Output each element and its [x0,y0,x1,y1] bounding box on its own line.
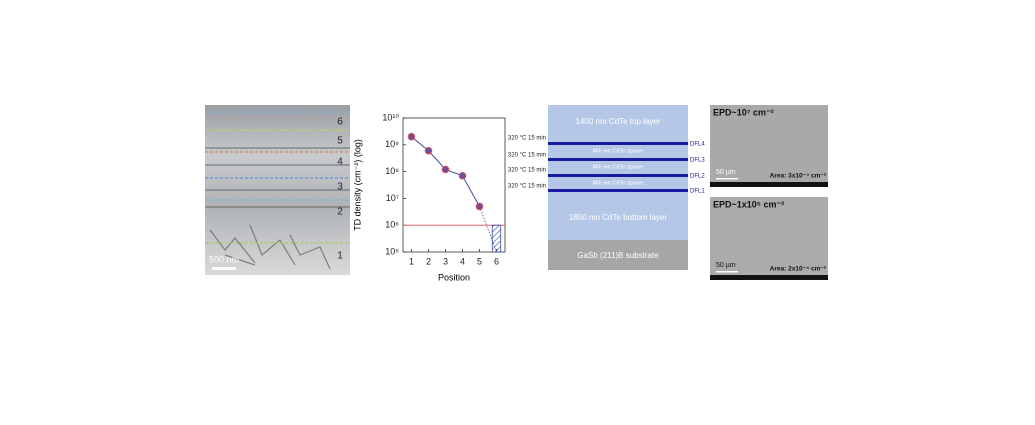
sem-info-bar [710,182,828,187]
substrate-layer [548,240,688,270]
position-label: 4 [337,157,343,168]
tem-features [205,147,350,270]
layer-label: 1400 nm CdTe top layer [576,117,661,126]
y-tick-label: 10⁸ [385,166,399,176]
sem-info-bar [710,275,828,280]
x-axis-label: Position [438,272,470,282]
anneal-label: 320 °C 15 min [508,184,546,190]
x-tick-label: 5 [477,256,482,266]
scale-bar-label: 500 nm [209,254,239,264]
y-tick-label: 10¹⁰ [382,112,399,122]
y-tick-label: 10⁶ [385,220,399,230]
layer-label: 1850 nm CdTe bottom layer [569,213,668,222]
dfl-label: DFL4 [690,142,705,148]
x-tick-label: 2 [426,256,431,266]
sem-scale-label: 50 µm [716,169,736,176]
y-tick-label: 10⁹ [385,139,399,149]
sem-title: EPD~10⁷ cm⁻² [713,107,774,117]
anneal-label: 320 °C 15 min [508,168,546,174]
position-label: 2 [337,207,343,218]
tem-panel: 6 5 4 3 2 1 500 nm [205,105,350,275]
position-label: 1 [337,251,343,262]
anneal-label: 320 °C 15 min [508,153,546,159]
dfl-label: DFL1 [690,189,705,195]
layer-label: GaSb (211)B substrate [577,251,659,260]
x-tick-label: 1 [409,256,414,266]
data-point [458,171,467,180]
sem-panel: EPD~10⁷ cm⁻² 50 µm Area: 3x10⁻⁴ cm⁻² [710,105,828,187]
x-tick-label: 6 [494,256,499,266]
dfl-lines [548,142,688,192]
data-point [407,132,416,141]
sem-scale-label: 50 µm [716,262,736,269]
tem-dashed-lines [205,111,350,244]
y-tick-label: 10⁷ [386,193,399,203]
cdte-layer [548,105,688,240]
sem-title: EPD~1x10⁵ cm⁻² [713,199,784,209]
anneal-label: 320 °C 15 min [508,136,546,142]
position-label: 5 [337,136,343,147]
extrapolation-line [479,206,497,253]
scale-bar [716,271,738,273]
scale-bar [212,267,236,270]
sem-area: Area: 3x10⁻⁴ cm⁻² [770,173,827,180]
sem-area: Area: 2x10⁻⁴ cm⁻² [770,266,827,273]
position-label: 3 [337,182,343,193]
data-point [475,202,484,211]
data-point [441,165,450,174]
scale-bar [716,178,738,180]
position-label: 6 [337,117,343,128]
spacer-label: 465 nm CdTe spacer [593,164,644,170]
x-tick-label: 3 [443,256,448,266]
target-box [491,224,502,253]
data-point [424,146,433,155]
sem-image [710,197,828,280]
spacer-label: 465 nm CdTe spacer [593,148,644,154]
spacer-label: 465 nm CdTe spacer [593,180,644,186]
y-axis-label: TD density (cm⁻²) (log) [352,139,362,231]
layer-diagram: 1400 nm CdTe top layer 465 nm CdTe space… [508,105,705,270]
y-tick-label: 10⁵ [385,246,399,256]
x-tick-label: 4 [460,256,465,266]
sem-image [710,105,828,187]
sem-panel: EPD~1x10⁵ cm⁻² 50 µm Area: 2x10⁻⁴ cm⁻² [710,197,828,280]
chart: TD density (cm⁻²) (log) Position 10⁵ 10⁶ 1… [352,112,506,282]
plot-frame [402,117,506,253]
dfl-label: DFL3 [690,158,705,164]
dfl-label: DFL2 [690,174,705,180]
